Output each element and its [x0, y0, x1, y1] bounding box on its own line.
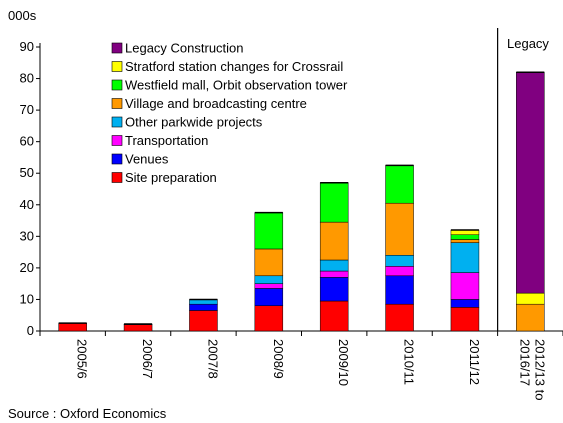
- svg-text:2005/6: 2005/6: [75, 339, 90, 379]
- legend-label: Transportation: [125, 133, 208, 148]
- svg-text:2011/12: 2011/12: [467, 339, 482, 385]
- legend-swatch: [111, 116, 123, 128]
- bar-segment: [385, 165, 414, 204]
- legend-label: Westfield mall, Orbit observation tower: [125, 78, 348, 93]
- bar-segment: [254, 212, 284, 250]
- bar-segment: [385, 275, 414, 305]
- bar-segment: [516, 292, 545, 305]
- y-tick-label: 10: [20, 291, 34, 306]
- x-tick-label: 2010/11: [402, 339, 417, 385]
- bar-segment: [189, 303, 218, 311]
- bar-segment: [385, 303, 414, 332]
- bar-segment: [319, 270, 349, 278]
- bar-segment: [450, 307, 480, 332]
- y-tick-label: 20: [20, 260, 34, 275]
- y-tick-label: 0: [27, 323, 34, 338]
- legend-swatch: [111, 172, 123, 183]
- legend-label: Village and broadcasting centre: [125, 96, 307, 111]
- bar-segment: [319, 300, 349, 332]
- legend-label: Other parkwide projects: [125, 115, 263, 130]
- x-tick-label: 2009/10: [336, 339, 351, 386]
- bar-segment: [450, 239, 480, 243]
- svg-text:2009/10: 2009/10: [336, 339, 351, 386]
- x-tick-label: 2008/9: [271, 339, 286, 379]
- bars: [58, 71, 545, 332]
- legend-label: Venues: [125, 152, 169, 167]
- bar-segment: [450, 234, 480, 240]
- bar-segment: [450, 272, 480, 300]
- x-tick-label: 2012/13 to2016/17: [517, 339, 547, 400]
- bar-segment: [450, 242, 480, 273]
- y-tick-label: 90: [20, 39, 34, 54]
- bar-segment: [254, 288, 284, 307]
- x-tick-label: 2011/12: [467, 339, 482, 385]
- x-tick-label: 2005/6: [75, 339, 90, 379]
- svg-text:2012/13 to2016/17: 2012/13 to2016/17: [517, 339, 547, 400]
- legend-swatch: [111, 153, 123, 165]
- source-note: Source : Oxford Economics: [8, 406, 167, 421]
- bar-segment: [319, 182, 349, 223]
- bar-segment: [254, 305, 284, 332]
- bar-segment: [123, 324, 153, 332]
- bar-segment: [58, 322, 87, 332]
- bar-segment: [254, 275, 284, 284]
- svg-text:2006/7: 2006/7: [140, 339, 155, 379]
- bar-segment: [319, 259, 349, 272]
- bar-segment: [254, 283, 284, 289]
- legend-swatch: [111, 61, 123, 72]
- bar-segment: [385, 202, 414, 256]
- legend-label: Site preparation: [125, 170, 217, 185]
- legend-swatch: [111, 135, 123, 146]
- svg-text:2008/9: 2008/9: [271, 339, 286, 379]
- y-axis-unit-label: 000s: [8, 8, 37, 23]
- bar-segment: [516, 303, 545, 332]
- bar-segment: [319, 277, 349, 302]
- y-tick-label: 60: [20, 134, 34, 149]
- y-tick-label: 40: [20, 197, 34, 212]
- x-tick-label: 2006/7: [140, 339, 155, 379]
- svg-text:2007/8: 2007/8: [205, 339, 220, 379]
- legend-swatch: [111, 42, 123, 54]
- x-tick-label: 2007/8: [205, 339, 220, 379]
- y-tick-label: 30: [20, 228, 34, 243]
- axes: 0 10 20 30 40 50 60 70 80 90 2005/6 2006/7 2007/8 200…: [20, 28, 563, 400]
- svg-text:2010/11: 2010/11: [402, 339, 417, 385]
- y-tick-label: 50: [20, 165, 34, 180]
- y-tick-label: 70: [20, 102, 34, 117]
- legacy-section-label: Legacy: [507, 36, 549, 51]
- bar-segment: [450, 299, 480, 308]
- bar-segment: [385, 255, 414, 267]
- bar-segment: [254, 248, 284, 277]
- bar-segment: [319, 221, 349, 261]
- legend: Legacy Construction Stratford station cha…: [111, 41, 348, 185]
- legend-swatch: [111, 79, 123, 91]
- legend-label: Stratford station changes for Crossrail: [125, 59, 343, 74]
- bar-segment: [189, 310, 218, 332]
- bar-segment: [516, 71, 545, 294]
- y-tick-label: 80: [20, 71, 34, 86]
- legend-swatch: [111, 98, 123, 109]
- legend-label: Legacy Construction: [125, 41, 244, 56]
- bar-segment: [385, 266, 414, 277]
